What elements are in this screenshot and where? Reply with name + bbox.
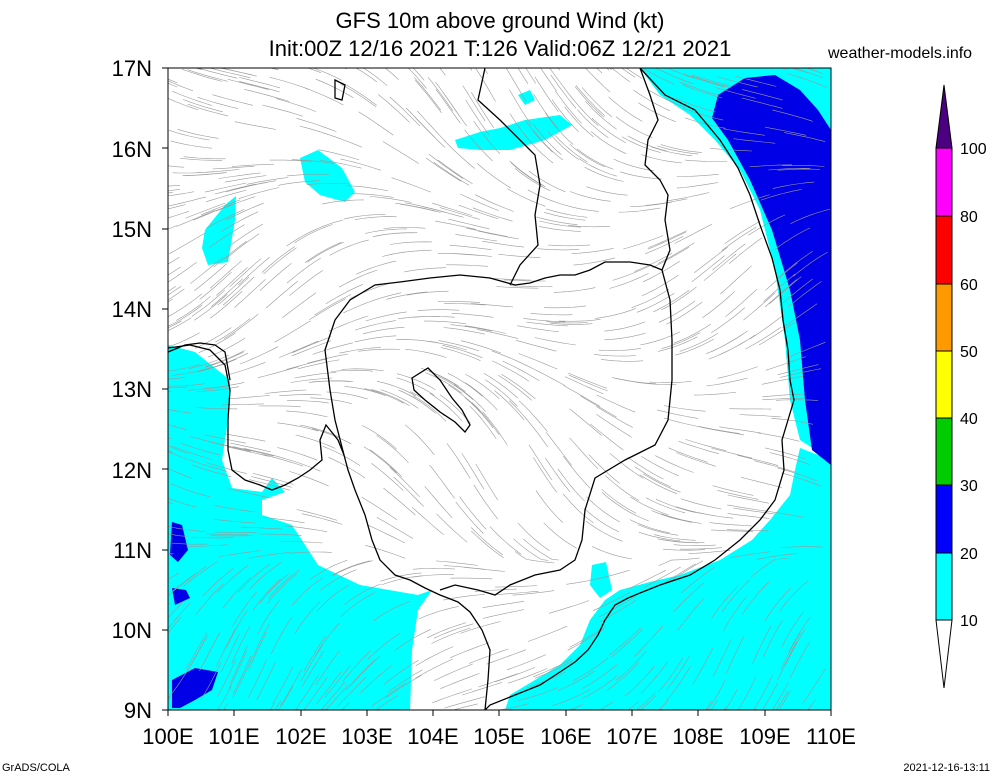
border-thai-cambodia [324,261,663,456]
lat-label-15n: 15N [112,217,152,242]
wind-shade-patch-north-2 [518,90,535,105]
border-cambodia-vietnam [439,269,673,596]
lat-label-12n: 12N [112,458,152,483]
latitude-ticks [162,67,168,711]
lon-label-105e: 105E [473,724,524,749]
wind-shade-patch-west [202,196,236,265]
colorbar-label-10: 10 [960,613,978,630]
colorbar-segment-50-60 [935,283,953,352]
wind-shade-20-30-west [170,522,188,562]
colorbar-segment-40-50 [935,350,953,419]
colorbar-segment-60-80 [935,215,953,285]
site-watermark: weather-models.info [828,45,973,62]
latitude-labels: 17N 16N 15N 14N 13N 12N 11N 10N 9N [112,56,152,723]
lat-label-10n: 10N [112,618,152,643]
colorbar-label-80: 80 [960,209,978,226]
colorbar-top-arrow [935,84,953,149]
colorbar-label-50: 50 [960,344,978,361]
wind-shade-patch-north [455,115,572,150]
wind-shade-10-20-gulf-inset [590,562,612,598]
colorbar: 100 80 60 50 40 30 20 10 [935,84,987,689]
lat-label-16n: 16N [112,137,152,162]
colorbar-segment-80-100 [935,147,953,217]
lon-label-104e: 104E [407,724,458,749]
border-laos-vietnam [639,68,671,271]
lat-label-17n: 17N [112,56,152,81]
lon-label-103e: 103E [341,724,392,749]
coastline-east [484,68,795,710]
lake-north [334,78,346,101]
grads-credit: GrADS/COLA [2,762,70,774]
lon-label-110e: 110E [806,724,856,749]
wind-shade-10-20-southeast [505,448,831,710]
wind-shade-20-30-east [712,75,831,465]
colorbar-segment-10-20 [935,552,953,621]
coastlines-and-borders [168,68,795,710]
colorbar-label-100: 100 [960,141,987,158]
lon-label-101e: 101E [208,724,259,749]
coastline-gulf [168,344,491,710]
map-title-line-1: GFS 10m above ground Wind (kt) [335,8,665,33]
colorbar-labels: 100 80 60 50 40 30 20 10 [960,141,987,630]
lat-label-13n: 13N [112,377,152,402]
border-northwest [168,342,231,381]
longitude-labels: 100E 101E 102E 103E 104E 105E 106E 107E … [142,724,856,749]
lon-label-109e: 109E [739,724,790,749]
colorbar-label-60: 60 [960,277,978,294]
longitude-ticks [167,710,832,716]
colorbar-label-20: 20 [960,546,978,563]
lat-label-14n: 14N [112,297,152,322]
border-thai-laos [477,68,541,286]
lon-label-106e: 106E [540,724,591,749]
colorbar-bottom-arrow [935,619,953,689]
lon-label-102e: 102E [275,724,326,749]
colorbar-segment-20-30 [935,484,953,554]
lat-label-9n: 9N [124,698,152,723]
colorbar-segment-30-40 [935,417,953,486]
tonle-sap-lake [411,367,471,434]
wind-shade-patch-laos [300,150,355,202]
wind-shade-20-30-west-2 [172,588,190,605]
generation-timestamp: 2021-12-16-13:11 [903,762,990,774]
wind-shade-10-20-south [168,345,432,710]
lon-label-100e: 100E [142,724,193,749]
lon-label-108e: 108E [672,724,723,749]
lat-label-11n: 11N [113,538,152,563]
wind-shade-20-30-southwest [172,668,218,708]
map-title-line-2: Init:00Z 12/16 2021 T:126 Valid:06Z 12/2… [268,36,732,61]
lon-label-107e: 107E [606,724,657,749]
colorbar-label-40: 40 [960,411,978,428]
colorbar-label-30: 30 [960,478,978,495]
